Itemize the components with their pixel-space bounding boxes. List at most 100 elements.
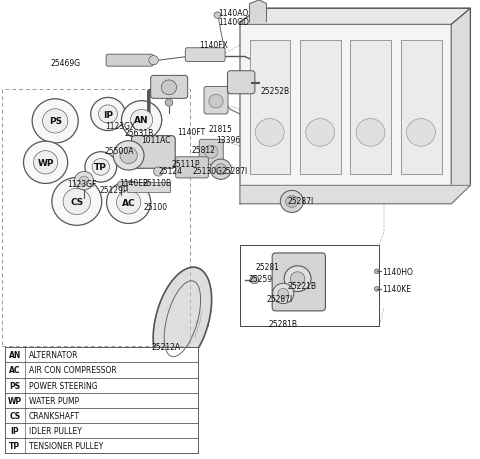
Text: 1123GF: 1123GF xyxy=(67,180,96,189)
Text: 21815: 21815 xyxy=(209,125,233,134)
Text: AC: AC xyxy=(9,366,21,375)
Text: 1140AO: 1140AO xyxy=(218,9,249,18)
Circle shape xyxy=(273,284,294,304)
Polygon shape xyxy=(250,1,266,23)
Text: CRANKSHAFT: CRANKSHAFT xyxy=(29,411,80,420)
Text: IDLER PULLEY: IDLER PULLEY xyxy=(29,426,82,435)
Text: 1140KE: 1140KE xyxy=(382,285,411,294)
Circle shape xyxy=(290,272,305,286)
Circle shape xyxy=(43,110,68,134)
Circle shape xyxy=(91,98,125,131)
FancyBboxPatch shape xyxy=(176,157,208,179)
Circle shape xyxy=(107,182,151,224)
Text: 25287I: 25287I xyxy=(222,166,248,175)
Text: 25287I: 25287I xyxy=(288,196,314,206)
Text: AC: AC xyxy=(122,198,135,207)
Text: 25281B: 25281B xyxy=(269,319,298,328)
Circle shape xyxy=(214,13,221,19)
FancyBboxPatch shape xyxy=(106,55,153,67)
Bar xyxy=(5,438,198,453)
Text: 1123GX: 1123GX xyxy=(106,122,136,131)
Text: 25252B: 25252B xyxy=(260,87,289,96)
Text: 13396: 13396 xyxy=(216,135,240,145)
Circle shape xyxy=(255,119,284,147)
Text: CS: CS xyxy=(9,411,21,420)
Circle shape xyxy=(356,119,385,147)
Text: AN: AN xyxy=(134,116,149,125)
Polygon shape xyxy=(240,9,470,25)
Circle shape xyxy=(117,191,141,214)
Text: 1011AC: 1011AC xyxy=(142,135,171,145)
Text: 25287I: 25287I xyxy=(266,295,293,304)
Text: 25110B: 25110B xyxy=(142,179,171,188)
Circle shape xyxy=(63,189,91,215)
Text: WP: WP xyxy=(8,396,22,405)
Circle shape xyxy=(278,289,288,299)
Circle shape xyxy=(120,148,137,164)
FancyBboxPatch shape xyxy=(132,136,175,169)
Circle shape xyxy=(131,110,153,131)
Circle shape xyxy=(118,182,124,188)
Text: PS: PS xyxy=(9,381,21,390)
Text: AN: AN xyxy=(9,351,21,359)
Bar xyxy=(2,90,190,347)
Text: POWER STEERING: POWER STEERING xyxy=(29,381,97,390)
Text: ALTERNATOR: ALTERNATOR xyxy=(29,351,78,359)
Circle shape xyxy=(52,178,102,226)
FancyBboxPatch shape xyxy=(151,76,188,99)
Circle shape xyxy=(24,142,68,184)
Text: PS: PS xyxy=(48,117,62,126)
Text: WP: WP xyxy=(37,158,54,168)
Circle shape xyxy=(209,95,223,109)
Text: 1140GD: 1140GD xyxy=(218,17,250,27)
Circle shape xyxy=(165,100,173,107)
Circle shape xyxy=(306,119,335,147)
Text: AIR CON COMPRESSOR: AIR CON COMPRESSOR xyxy=(29,366,117,375)
Text: 25469G: 25469G xyxy=(50,59,81,68)
Polygon shape xyxy=(240,9,470,204)
Polygon shape xyxy=(153,268,212,370)
Circle shape xyxy=(280,191,303,213)
Circle shape xyxy=(121,101,162,140)
Circle shape xyxy=(85,152,117,183)
Circle shape xyxy=(113,141,144,171)
Circle shape xyxy=(74,172,94,190)
Text: TP: TP xyxy=(9,442,21,450)
Text: IP: IP xyxy=(11,426,19,435)
Bar xyxy=(5,347,198,453)
Text: 1140HO: 1140HO xyxy=(382,267,413,276)
Bar xyxy=(300,41,341,174)
FancyBboxPatch shape xyxy=(185,49,225,62)
Circle shape xyxy=(92,159,109,176)
Circle shape xyxy=(34,151,58,174)
Bar xyxy=(250,41,290,174)
Bar xyxy=(5,363,198,378)
Text: 25129P: 25129P xyxy=(100,186,129,195)
Text: TENSIONER PULLEY: TENSIONER PULLEY xyxy=(29,442,103,450)
Circle shape xyxy=(374,269,379,274)
Circle shape xyxy=(407,119,435,147)
Text: 25100: 25100 xyxy=(144,203,168,212)
Text: 25111P: 25111P xyxy=(172,160,200,169)
Text: 25212A: 25212A xyxy=(151,342,180,351)
Bar xyxy=(5,393,198,408)
Circle shape xyxy=(286,196,298,208)
Text: 25221B: 25221B xyxy=(287,281,316,290)
Text: 25130G: 25130G xyxy=(193,166,223,175)
Text: 25281: 25281 xyxy=(255,263,279,272)
Text: 25124: 25124 xyxy=(158,166,182,175)
FancyBboxPatch shape xyxy=(204,87,228,115)
Circle shape xyxy=(374,287,379,291)
Circle shape xyxy=(98,106,118,124)
Text: 25500A: 25500A xyxy=(105,147,134,156)
Text: 1140FX: 1140FX xyxy=(199,41,228,50)
Circle shape xyxy=(161,81,177,95)
Circle shape xyxy=(250,276,259,284)
Bar xyxy=(5,378,198,393)
Circle shape xyxy=(204,146,218,159)
Circle shape xyxy=(215,164,227,175)
Bar xyxy=(401,41,442,174)
Text: 25259: 25259 xyxy=(249,274,273,283)
Circle shape xyxy=(210,160,231,180)
Bar xyxy=(5,423,198,438)
